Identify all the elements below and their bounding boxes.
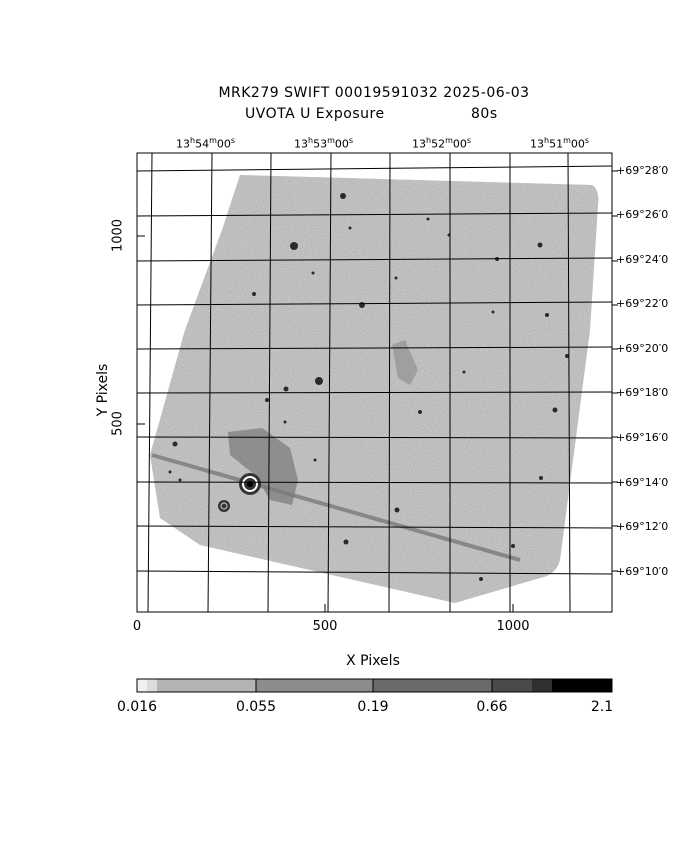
star-point bbox=[178, 478, 182, 482]
ra-tick-4: 13h51m00s bbox=[530, 136, 590, 151]
star-point bbox=[552, 407, 558, 413]
star-point bbox=[394, 507, 400, 513]
plot-frame bbox=[136, 152, 613, 613]
star-point bbox=[315, 377, 323, 385]
dec-tick: +69°14′0 bbox=[616, 476, 669, 489]
x-axis-label: X Pixels bbox=[346, 653, 400, 669]
star-point bbox=[545, 313, 549, 317]
star-point bbox=[418, 410, 422, 414]
star-point bbox=[359, 302, 365, 308]
star-point bbox=[340, 193, 346, 199]
dec-tick: +69°18′0 bbox=[616, 386, 669, 399]
coordinate-grid bbox=[136, 152, 613, 613]
colorbar-tick: 0.016 bbox=[116, 699, 158, 715]
star-point bbox=[462, 370, 466, 374]
ra-tick-2: 13h53m00s bbox=[294, 136, 354, 151]
axis-ticks bbox=[136, 170, 618, 612]
star-point bbox=[537, 242, 543, 248]
x-tick: 500 bbox=[312, 619, 338, 634]
dec-tick: +69°20′0 bbox=[616, 342, 669, 355]
dec-tick: +69°22′0 bbox=[616, 297, 669, 310]
colorbar-tick: 0.055 bbox=[235, 699, 277, 715]
star-point bbox=[511, 544, 515, 548]
exposure-value: 80s bbox=[471, 106, 498, 122]
colorbar-tick: 2.1 bbox=[590, 699, 614, 715]
star-point bbox=[283, 386, 289, 392]
star-point bbox=[265, 398, 269, 402]
star-sources bbox=[168, 193, 569, 581]
x-tick: 1000 bbox=[496, 619, 530, 634]
dec-tick: +69°28′0 bbox=[616, 164, 669, 177]
image-title: MRK279 SWIFT 00019591032 2025-06-03 bbox=[218, 85, 530, 101]
star-point bbox=[343, 539, 349, 545]
star-point bbox=[283, 420, 287, 424]
y-tick: 500 bbox=[110, 411, 126, 436]
star-point bbox=[394, 276, 398, 280]
star-point bbox=[311, 271, 315, 275]
exposure-field bbox=[150, 175, 599, 603]
star-point bbox=[565, 354, 569, 358]
star-point bbox=[168, 470, 172, 474]
star-point bbox=[479, 577, 483, 581]
star-point bbox=[539, 476, 543, 480]
dec-tick: +69°10′0 bbox=[616, 565, 669, 578]
ra-tick-3: 13h52m00s bbox=[412, 136, 472, 151]
star-point bbox=[313, 458, 317, 462]
colorbar-tick: 0.19 bbox=[357, 699, 389, 715]
dec-tick: +69°24′0 bbox=[616, 253, 669, 266]
star-point bbox=[348, 226, 352, 230]
dec-tick: +69°16′0 bbox=[616, 431, 669, 444]
ra-tick-1: 13h54m00s bbox=[176, 136, 236, 151]
x-tick: 0 bbox=[132, 619, 142, 634]
star-point bbox=[290, 242, 298, 250]
star-point bbox=[172, 441, 178, 447]
exposure-label: UVOTA U Exposure bbox=[245, 106, 385, 122]
colorbar bbox=[136, 678, 613, 693]
star-point bbox=[491, 310, 495, 314]
star-point bbox=[426, 217, 430, 221]
dec-tick: +69°26′0 bbox=[616, 208, 669, 221]
star-point bbox=[252, 292, 256, 296]
y-tick: 1000 bbox=[110, 218, 126, 253]
dec-tick: +69°12′0 bbox=[616, 520, 669, 533]
y-axis-label: Y Pixels bbox=[95, 363, 111, 417]
colorbar-tick: 0.66 bbox=[476, 699, 508, 715]
